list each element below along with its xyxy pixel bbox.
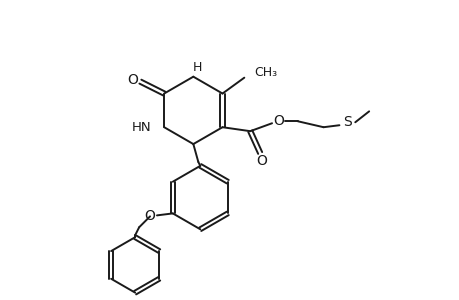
Text: O: O [273, 114, 284, 128]
Text: CH₃: CH₃ [254, 66, 277, 79]
Text: O: O [144, 209, 155, 224]
Text: S: S [342, 115, 351, 129]
Text: H: H [192, 61, 202, 74]
Text: O: O [127, 73, 138, 87]
Text: HN: HN [131, 121, 151, 134]
Text: O: O [256, 154, 267, 168]
